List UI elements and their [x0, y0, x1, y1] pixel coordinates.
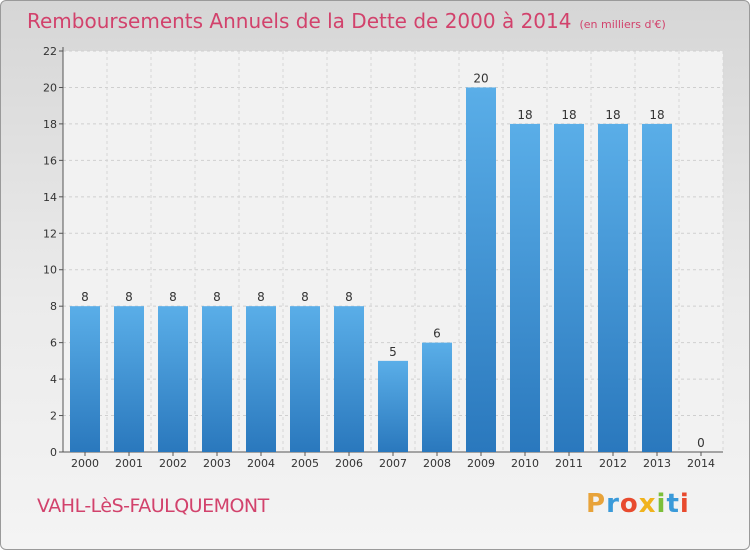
logo-letter: i: [656, 489, 667, 519]
y-tick-label: 4: [50, 373, 57, 386]
logo-letter: t: [666, 489, 680, 519]
bar: [642, 123, 672, 452]
x-tick-label: 2009: [467, 457, 495, 470]
data-label: 8: [213, 290, 221, 304]
y-tick-label: 20: [43, 81, 57, 94]
x-tick-label: 2000: [71, 457, 99, 470]
data-label: 5: [389, 345, 397, 359]
bar: [422, 342, 452, 452]
y-tick-label: 2: [50, 410, 57, 423]
x-tick-label: 2002: [159, 457, 187, 470]
x-tick-label: 2006: [335, 457, 363, 470]
y-tick-label: 18: [43, 118, 57, 131]
bar: [246, 306, 276, 452]
x-tick-label: 2005: [291, 457, 319, 470]
proxiti-logo: Proxiti: [586, 489, 690, 519]
data-label: 8: [125, 290, 133, 304]
data-label: 8: [257, 290, 265, 304]
data-label: 0: [697, 436, 705, 450]
y-tick-label: 22: [43, 45, 57, 58]
x-tick-label: 2008: [423, 457, 451, 470]
logo-letter: r: [606, 489, 620, 519]
data-label: 6: [433, 327, 441, 341]
x-tick-label: 2007: [379, 457, 407, 470]
bar: [334, 306, 364, 452]
logo-letter: o: [619, 489, 639, 519]
labels: 0246810121416182022820008200182002820038…: [43, 45, 715, 470]
x-tick-label: 2001: [115, 457, 143, 470]
x-tick-label: 2014: [687, 457, 715, 470]
bar: [598, 123, 628, 452]
bar: [158, 306, 188, 452]
data-label: 20: [473, 71, 488, 85]
y-tick-label: 12: [43, 227, 57, 240]
y-tick-label: 8: [50, 300, 57, 313]
data-label: 18: [605, 108, 620, 122]
data-label: 8: [169, 290, 177, 304]
y-tick-label: 6: [50, 337, 57, 350]
logo-letter: x: [638, 489, 657, 519]
y-tick-label: 10: [43, 264, 57, 277]
y-tick-label: 0: [50, 446, 57, 459]
logo-letter: i: [679, 489, 690, 519]
bar: [202, 306, 232, 452]
y-tick-label: 14: [43, 191, 57, 204]
bars: [70, 87, 672, 453]
data-label: 18: [517, 108, 532, 122]
bar: [70, 306, 100, 452]
x-tick-label: 2010: [511, 457, 539, 470]
x-tick-label: 2012: [599, 457, 627, 470]
bar: [114, 306, 144, 452]
bar: [466, 87, 496, 453]
data-label: 18: [649, 108, 664, 122]
bar: [554, 123, 584, 452]
bar: [290, 306, 320, 452]
x-tick-label: 2003: [203, 457, 231, 470]
bar: [510, 123, 540, 452]
x-tick-label: 2004: [247, 457, 275, 470]
y-tick-label: 16: [43, 154, 57, 167]
x-tick-label: 2011: [555, 457, 583, 470]
data-label: 8: [345, 290, 353, 304]
data-label: 18: [561, 108, 576, 122]
bar: [378, 360, 408, 452]
logo-letter: P: [586, 489, 607, 519]
x-tick-label: 2013: [643, 457, 671, 470]
chart-title: Remboursements Annuels de la Dette de 20…: [27, 9, 666, 33]
commune-name: VAHL-LèS-FAULQUEMONT: [37, 495, 269, 517]
data-label: 8: [301, 290, 309, 304]
data-label: 8: [81, 290, 89, 304]
chart-title-text: Remboursements Annuels de la Dette de 20…: [27, 9, 572, 33]
chart-subtitle: (en milliers d'€): [579, 18, 666, 31]
